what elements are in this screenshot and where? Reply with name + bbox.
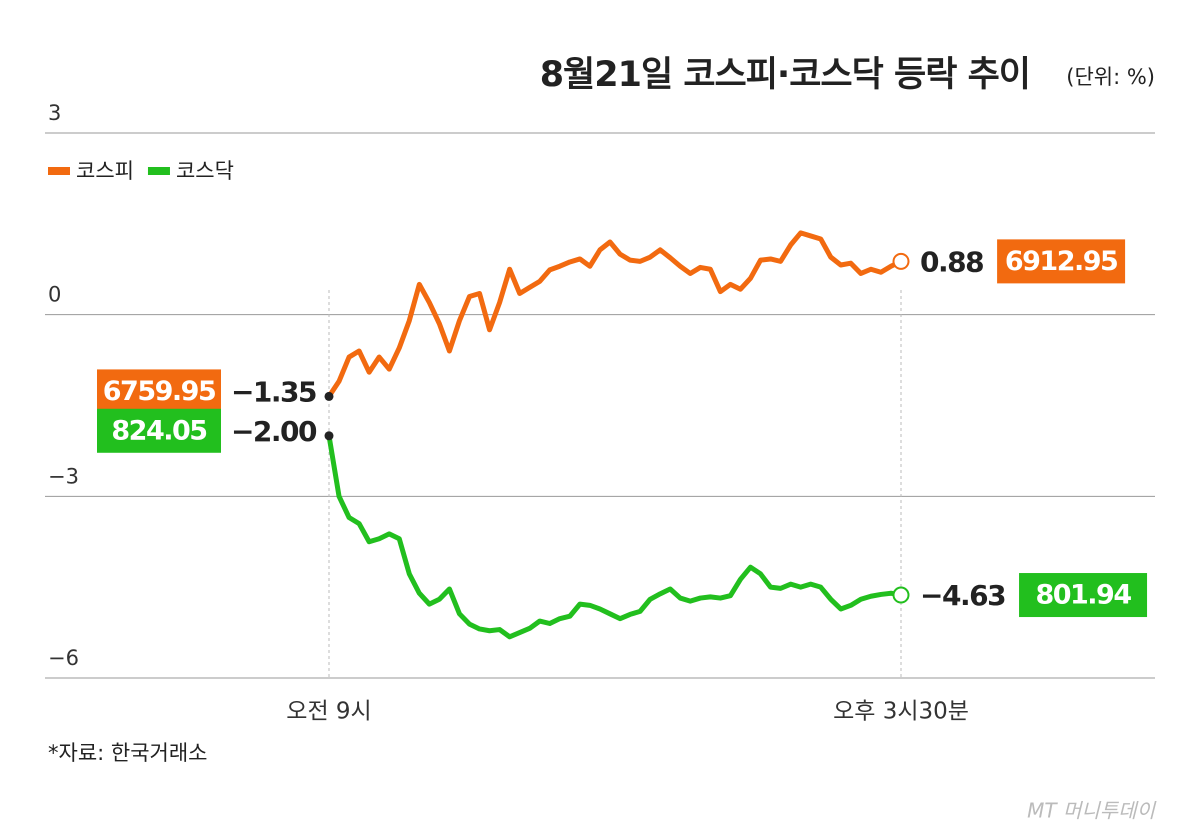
- start-label: −1.35: [231, 375, 316, 408]
- logo: MT 머니투데이: [1027, 799, 1156, 823]
- chart-title: 8월21일 코스피·코스닥 등락 추이: [540, 55, 1030, 95]
- y-tick-label: 3: [48, 101, 61, 125]
- source: *자료: 한국거래소: [48, 741, 208, 765]
- index-box: [997, 239, 1126, 284]
- index-start: 6759.95: [103, 376, 215, 407]
- x-tick-label: 오후 3시30분: [833, 699, 969, 725]
- line: [326, 230, 903, 398]
- end-label: −4.63: [920, 579, 1005, 612]
- end-point: [892, 586, 910, 604]
- legend-swatch: [48, 167, 70, 175]
- legend-label: 코스피: [76, 159, 134, 183]
- line: [326, 435, 902, 640]
- index-box: [1019, 573, 1148, 618]
- y-tick-label: −6: [48, 646, 79, 670]
- start-label: −2.00: [231, 415, 317, 448]
- index-start: 824.05: [111, 415, 206, 446]
- index-end: 801.94: [1035, 580, 1131, 611]
- legend-label: 코스닥: [176, 159, 234, 183]
- start-point: [324, 431, 334, 441]
- end-label: 0.88: [920, 245, 983, 278]
- index-box: [97, 369, 221, 414]
- unit: (단위: %): [1066, 65, 1155, 89]
- legend-swatch: [147, 167, 170, 175]
- y-tick-label: −3: [48, 464, 79, 488]
- x-tick-label: 오전 9시: [286, 699, 371, 725]
- end-point: [892, 252, 910, 270]
- start-point: [324, 391, 334, 401]
- y-tick-label: 0: [48, 283, 61, 307]
- index-box: [97, 408, 221, 453]
- index-end: 6912.95: [1005, 246, 1117, 277]
